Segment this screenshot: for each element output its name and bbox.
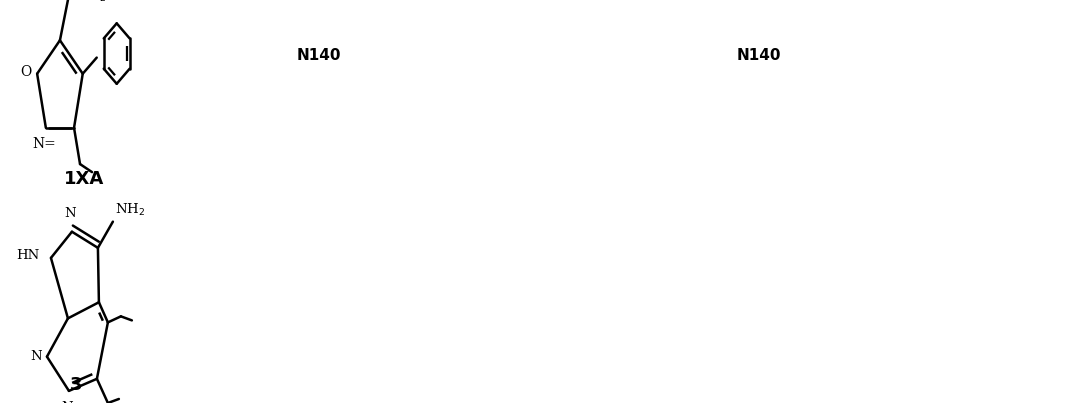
Text: 1XA: 1XA (64, 170, 104, 188)
Text: 3: 3 (70, 376, 82, 394)
Text: N: N (64, 207, 76, 220)
Text: N140: N140 (737, 48, 781, 63)
Text: N140: N140 (297, 48, 341, 63)
Text: N: N (30, 350, 42, 363)
Text: HN: HN (16, 249, 40, 262)
Text: N=: N= (32, 137, 56, 151)
Text: O: O (21, 65, 31, 79)
Text: NH$_2$: NH$_2$ (114, 202, 145, 218)
Text: NH$_2$: NH$_2$ (76, 0, 106, 4)
Text: N: N (62, 401, 72, 403)
